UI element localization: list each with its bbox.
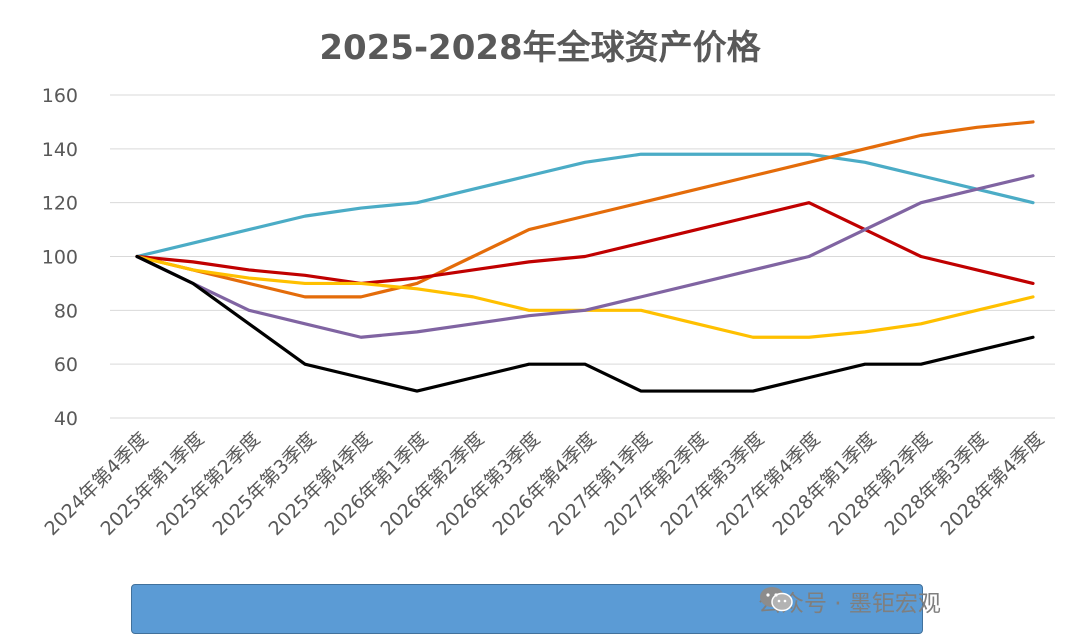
watermark: 公众号 · 墨钜宏观 bbox=[758, 585, 941, 617]
series-line-6 bbox=[135, 254, 1035, 393]
y-tick-label: 80 bbox=[54, 300, 78, 322]
y-tick-label: 140 bbox=[42, 139, 78, 161]
series-line-2 bbox=[135, 120, 1035, 299]
y-tick-label: 100 bbox=[42, 247, 78, 269]
series-lines bbox=[135, 120, 1035, 393]
wechat-icon bbox=[760, 587, 793, 612]
chart-title: 2025-2028年全球资产价格 bbox=[319, 28, 761, 68]
y-axis-ticks: 40 60 80 100 120 140 160 bbox=[42, 85, 78, 430]
y-tick-label: 40 bbox=[54, 408, 78, 430]
series-line-5 bbox=[135, 174, 1035, 339]
y-tick-label: 60 bbox=[54, 354, 78, 376]
series-line-1 bbox=[135, 152, 1035, 259]
x-axis-ticks: 2024年第4季度2025年第1季度2025年第2季度2025年第3季度2025… bbox=[40, 428, 1048, 540]
series-line-4 bbox=[135, 254, 1035, 339]
legend-bar bbox=[131, 584, 923, 634]
x-tick-label: 2028年第4季度 bbox=[936, 428, 1048, 540]
y-tick-label: 160 bbox=[42, 85, 78, 107]
series-line-3 bbox=[135, 201, 1035, 286]
y-tick-label: 120 bbox=[42, 193, 78, 215]
